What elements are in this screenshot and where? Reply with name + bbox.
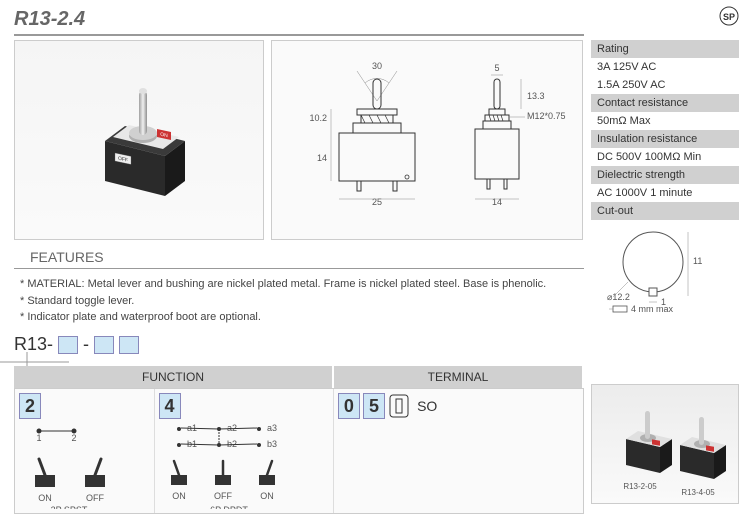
svg-text:10.2: 10.2 <box>309 113 327 123</box>
svg-text:14: 14 <box>317 153 327 163</box>
svg-text:SP: SP <box>723 12 735 22</box>
svg-text:ON: ON <box>38 493 52 503</box>
features-body: * MATERIAL: Metal lever and bushing are … <box>20 276 580 326</box>
features-divider <box>14 268 584 269</box>
svg-text:a2: a2 <box>227 423 237 433</box>
product-photo: ON OFF <box>14 40 264 240</box>
function-2-num: 2 <box>19 393 41 419</box>
svg-text:M12*0.75: M12*0.75 <box>527 111 566 121</box>
product-title: R13-2.4 <box>14 8 85 31</box>
function-header: FUNCTION <box>14 366 334 388</box>
svg-text:ON: ON <box>172 491 186 501</box>
function-terminal-table: FUNCTION TERMINAL 2 1 2 ON <box>14 366 584 514</box>
feature-line: * Standard toggle lever. <box>20 293 580 310</box>
svg-text:R13-2-05: R13-2-05 <box>623 482 657 491</box>
svg-text:25: 25 <box>372 197 382 207</box>
svg-text:11: 11 <box>693 256 702 266</box>
svg-text:R13-4-05: R13-4-05 <box>681 488 715 497</box>
product-photo-variants: R13-2-05 R13-4-05 <box>591 384 739 504</box>
technical-drawing: 30 10.2 14 25 <box>271 40 583 240</box>
spec-cutout-header: Cut-out <box>591 202 739 220</box>
svg-text:⌀12.2: ⌀12.2 <box>607 292 630 302</box>
svg-text:a3: a3 <box>267 423 277 433</box>
svg-text:30: 30 <box>372 61 382 71</box>
svg-text:1: 1 <box>36 433 41 443</box>
svg-text:OFF: OFF <box>214 491 232 501</box>
spec-contact-header: Contact resistance <box>591 94 739 112</box>
spec-rating-header: Rating <box>591 40 739 58</box>
svg-text:b2: b2 <box>227 439 237 449</box>
cutout-drawing: ⌀12.2 11 1 4 mm max <box>603 222 733 322</box>
spec-rating-2: 1.5A 250V AC <box>591 76 739 94</box>
svg-text:OFF: OFF <box>86 493 104 503</box>
feature-line: * Indicator plate and waterproof boot ar… <box>20 309 580 326</box>
spec-insulation-header: Insulation resistance <box>591 130 739 148</box>
pn-sep: - <box>83 334 89 354</box>
pn-prefix: R13- <box>14 334 53 354</box>
svg-text:14: 14 <box>492 197 502 207</box>
title-underline <box>14 34 584 36</box>
svg-text:5: 5 <box>494 63 499 73</box>
spec-contact-val: 50mΩ Max <box>591 112 739 130</box>
svg-text:2: 2 <box>71 433 76 443</box>
svg-text:b3: b3 <box>267 439 277 449</box>
spec-insulation-val: DC 500V 100MΩ Min <box>591 148 739 166</box>
terminal-so-label: SO <box>417 398 437 414</box>
svg-text:ON: ON <box>260 491 274 501</box>
spec-table: Rating 3A 125V AC 1.5A 250V AC Contact r… <box>591 40 739 220</box>
terminal-header: TERMINAL <box>334 366 584 388</box>
svg-text:2P SPST: 2P SPST <box>51 505 88 509</box>
svg-text:6P DPDT: 6P DPDT <box>210 505 248 509</box>
spec-dielectric-header: Dielectric strength <box>591 166 739 184</box>
function-4-num: 4 <box>159 393 181 419</box>
features-title: FEATURES <box>30 249 104 265</box>
spec-rating-1: 3A 125V AC <box>591 58 739 76</box>
svg-text:4 mm max: 4 mm max <box>631 304 674 314</box>
terminal-5-num: 5 <box>363 393 385 419</box>
feature-line: * MATERIAL: Metal lever and bushing are … <box>20 276 580 293</box>
part-number-builder: R13- - <box>14 334 139 355</box>
csa-logo-icon: SP <box>719 6 739 26</box>
terminal-0-num: 0 <box>338 393 360 419</box>
spec-dielectric-val: AC 1000V 1 minute <box>591 184 739 202</box>
svg-text:13.3: 13.3 <box>527 91 545 101</box>
